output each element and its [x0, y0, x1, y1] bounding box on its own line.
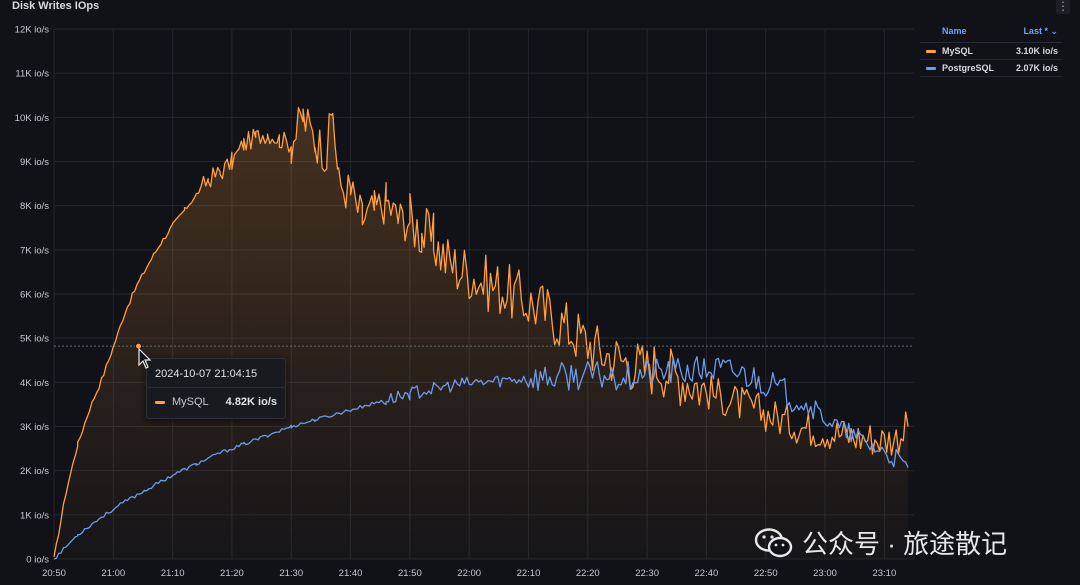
legend-name: PostgreSQL	[942, 63, 995, 73]
y-tick-label: 7K io/s	[20, 245, 49, 256]
x-tick-label: 21:40	[339, 568, 363, 579]
x-tick-label: 22:50	[754, 568, 778, 579]
line-chart[interactable]: 0 io/s 1K io/s 2K io/s 3K io/s 4K io/s 5K io/…	[0, 14, 916, 585]
y-tick-label: 0 io/s	[26, 555, 49, 566]
legend-item-postgresql[interactable]: PostgreSQL 2.07K io/s	[920, 60, 1062, 77]
watermark-text: 公众号 · 旅途散记	[802, 529, 1008, 559]
y-tick-label: 9K io/s	[20, 157, 49, 168]
x-tick-label: 20:50	[42, 568, 66, 579]
x-tick-label: 22:10	[517, 568, 541, 579]
legend-name: MySQL	[942, 46, 974, 56]
y-tick-label: 5K io/s	[20, 334, 49, 345]
hover-tooltip: 2024-10-07 21:04:15 MySQL 4.82K io/s	[146, 358, 286, 419]
tooltip-series-name: MySQL	[172, 396, 209, 408]
x-tick-label: 22:00	[457, 568, 481, 579]
y-tick-label: 3K io/s	[20, 422, 49, 433]
series-area-mysql	[54, 107, 909, 559]
series-line-mysql	[53, 107, 909, 558]
y-tick-label: 11K io/s	[15, 69, 49, 80]
y-tick-label: 8K io/s	[20, 201, 49, 212]
kebab-menu-icon[interactable]: ⋮	[1056, 0, 1070, 14]
x-tick-label: 23:00	[813, 568, 837, 579]
tooltip-series-row: MySQL 4.82K io/s	[147, 388, 285, 418]
watermark: 公众号 · 旅途散记	[754, 524, 1007, 561]
legend-value: 3.10K io/s	[1015, 46, 1058, 56]
series-line-postgresql	[53, 356, 909, 560]
legend: Name Last * ⌄ MySQL 3.10K io/s PostgreSQ…	[920, 24, 1062, 77]
legend-swatch-postgresql	[926, 66, 936, 70]
x-tick-label: 21:00	[101, 568, 125, 579]
y-tick-label: 12K io/s	[15, 25, 50, 36]
legend-item-mysql[interactable]: MySQL 3.10K io/s	[920, 43, 1062, 60]
panel-title: Disk Writes IOps	[12, 0, 100, 12]
legend-header-name[interactable]: Name	[942, 26, 967, 36]
y-tick-label: 6K io/s	[20, 290, 49, 301]
legend-header-last[interactable]: Last * ⌄	[1023, 26, 1058, 36]
mouse-pointer-icon	[138, 348, 152, 369]
y-tick-label: 4K io/s	[20, 378, 49, 389]
x-tick-label: 22:30	[635, 568, 659, 579]
x-tick-label: 21:20	[220, 568, 244, 579]
legend-value: 2.07K io/s	[1015, 63, 1058, 73]
legend-header: Name Last * ⌄	[920, 24, 1062, 43]
x-tick-label: 22:40	[695, 568, 719, 579]
wechat-icon	[754, 527, 793, 557]
legend-swatch-mysql	[926, 49, 936, 53]
y-tick-label: 10K io/s	[15, 113, 50, 124]
x-tick-label: 21:50	[398, 568, 422, 579]
x-tick-label: 21:10	[161, 568, 185, 579]
x-tick-label: 22:20	[576, 568, 600, 579]
x-tick-label: 23:10	[872, 568, 896, 579]
tooltip-time: 2024-10-07 21:04:15	[147, 359, 285, 388]
tooltip-series-value: 4.82K io/s	[225, 396, 277, 408]
y-tick-label: 2K io/s	[20, 466, 49, 477]
y-tick-label: 1K io/s	[20, 510, 49, 521]
tooltip-swatch	[155, 400, 165, 404]
x-tick-label: 21:30	[279, 568, 303, 579]
